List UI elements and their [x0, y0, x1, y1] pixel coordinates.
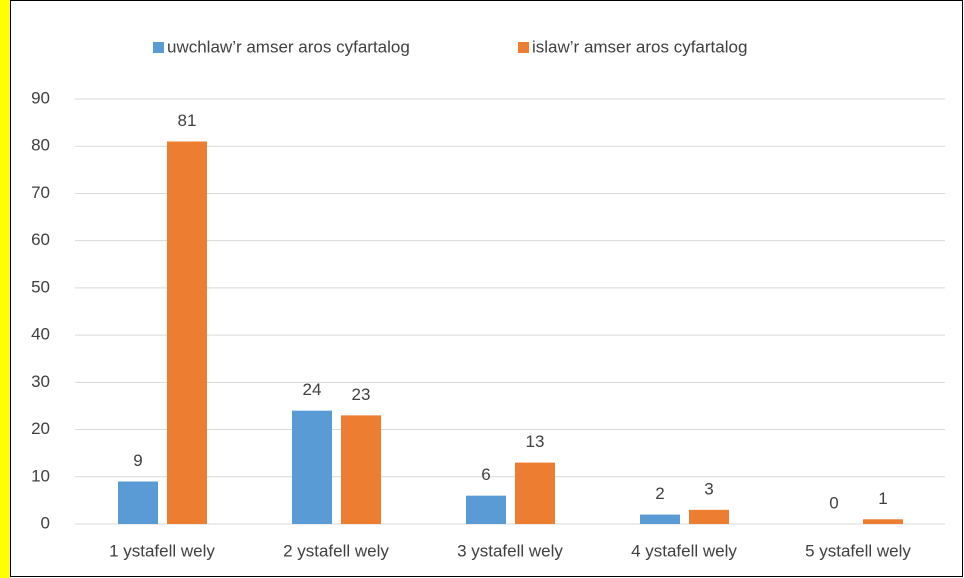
- bar: [515, 462, 555, 524]
- data-label: 24: [303, 380, 322, 399]
- data-label: 23: [352, 385, 371, 404]
- y-tick-label: 30: [31, 372, 50, 391]
- x-tick-label: 3 ystafell wely: [457, 541, 563, 560]
- bar: [466, 495, 506, 524]
- data-label: 3: [704, 479, 713, 498]
- y-tick-label: 60: [31, 230, 50, 249]
- data-label: 1: [878, 489, 887, 508]
- bar: [689, 509, 729, 524]
- legend-swatch: [153, 42, 164, 53]
- data-label: 13: [526, 432, 545, 451]
- x-tick-label: 4 ystafell wely: [631, 541, 737, 560]
- bar: [118, 481, 158, 524]
- y-tick-label: 80: [31, 136, 50, 155]
- y-tick-label: 20: [31, 419, 50, 438]
- data-label: 0: [829, 493, 838, 512]
- data-label: 2: [655, 484, 664, 503]
- bar: [292, 410, 332, 524]
- bar: [167, 141, 207, 524]
- data-label: 6: [481, 465, 490, 484]
- data-label: 9: [133, 451, 142, 470]
- data-label: 81: [178, 111, 197, 130]
- y-tick-label: 40: [31, 325, 50, 344]
- bar: [863, 519, 903, 524]
- x-tick-label: 1 ystafell wely: [109, 541, 215, 560]
- y-tick-label: 10: [31, 466, 50, 485]
- legend-label: uwchlaw’r amser aros cyfartalog: [167, 37, 410, 56]
- x-tick-label: 2 ystafell wely: [283, 541, 389, 560]
- legend-label: islaw’r amser aros cyfartalog: [532, 37, 747, 56]
- y-tick-label: 70: [31, 183, 50, 202]
- side-strip: [0, 0, 10, 578]
- y-tick-label: 0: [41, 513, 50, 532]
- legend-swatch: [518, 42, 529, 53]
- bar: [341, 415, 381, 524]
- y-tick-label: 50: [31, 277, 50, 296]
- x-tick-label: 5 ystafell wely: [805, 541, 911, 560]
- bar: [640, 514, 680, 524]
- y-tick-label: 90: [31, 88, 50, 107]
